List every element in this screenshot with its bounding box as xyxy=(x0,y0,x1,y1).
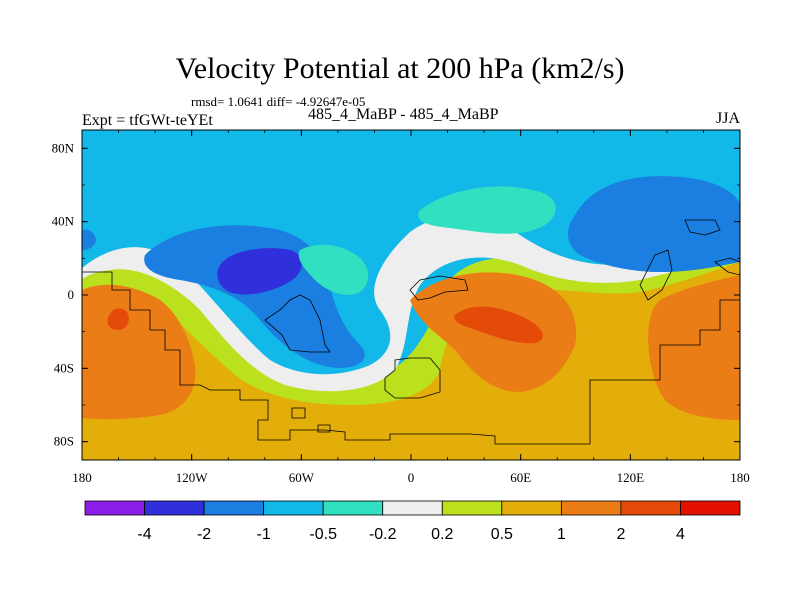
coastline-africa xyxy=(384,357,441,399)
coastline-south-america xyxy=(82,271,740,445)
weak-negative-band xyxy=(418,186,556,234)
negative-region-west-edge xyxy=(82,229,96,250)
colorbar-label: -0.2 xyxy=(369,526,397,543)
y-tick-label: 80S xyxy=(54,434,74,449)
chart-title: Velocity Potential at 200 hPa (km2/s) xyxy=(175,52,625,85)
strong-positive-east-pacific xyxy=(648,275,740,420)
colorbar-label: 1 xyxy=(557,526,566,543)
y-tick-label: 40N xyxy=(52,214,75,229)
colorbar-label: 0.2 xyxy=(431,526,453,543)
colorbar-swatch xyxy=(382,500,443,516)
coastline-north-pacific xyxy=(684,219,721,236)
colorbar: -4 -2 -1 -0.5 -0.2 0.2 0.5 1 2 4 xyxy=(84,500,741,543)
max-positive-core xyxy=(454,306,543,344)
coastline-east-asia xyxy=(714,257,740,276)
min-negative-core xyxy=(217,248,302,295)
x-tick-label: 180 xyxy=(72,470,92,485)
colorbar-label: -4 xyxy=(137,526,151,543)
x-axis: 180 120W 60W 0 60E 120E 180 xyxy=(72,130,750,485)
neutral-band xyxy=(82,215,740,392)
coastline-americas xyxy=(264,294,331,353)
colorbar-swatch xyxy=(680,500,741,516)
coastline-asia xyxy=(639,249,673,301)
colorbar-swatch xyxy=(501,500,562,516)
y-tick-label: 80N xyxy=(52,140,75,155)
colorbar-label: 0.5 xyxy=(491,526,513,543)
colorbar-swatch xyxy=(144,500,205,516)
colorbar-label: -2 xyxy=(197,526,211,543)
stats-label: rmsd= 1.0641 diff= -4.92647e-05 xyxy=(191,94,366,109)
colorbar-label: 4 xyxy=(676,526,685,543)
contour-field xyxy=(82,130,740,460)
y-axis: 80N 40N 0 40S 80S xyxy=(52,140,740,449)
x-tick-label: 60W xyxy=(289,470,315,485)
coastline-island xyxy=(291,407,306,419)
colorbar-swatch xyxy=(441,500,503,516)
max-positive-west xyxy=(107,308,129,330)
negative-region-pacific xyxy=(568,176,740,272)
colorbar-label: -1 xyxy=(257,526,271,543)
x-tick-label: 0 xyxy=(408,470,415,485)
case-label: 485_4_MaBP - 485_4_MaBP xyxy=(308,106,499,123)
colorbar-label: 2 xyxy=(616,526,625,543)
y-tick-label: 40S xyxy=(54,360,74,375)
colorbar-swatch xyxy=(560,500,622,516)
colorbar-swatch xyxy=(84,500,145,516)
x-tick-label: 120W xyxy=(176,470,209,485)
colorbar-label: -0.5 xyxy=(309,526,337,543)
x-tick-label: 120E xyxy=(617,470,645,485)
x-tick-label: 60E xyxy=(510,470,531,485)
colorbar-swatch xyxy=(263,500,324,516)
coastline-eurasia xyxy=(409,275,469,301)
colorbar-swatch xyxy=(203,500,265,516)
colorbar-swatch xyxy=(620,500,681,516)
season-label: JJA xyxy=(715,110,740,127)
weak-negative-band-east xyxy=(298,244,369,295)
y-tick-label: 0 xyxy=(68,287,75,302)
coastline xyxy=(82,219,740,445)
experiment-label: Expt = tfGWt-teYEt xyxy=(82,112,213,129)
coastline-antarctica-west xyxy=(317,424,331,433)
transition-band xyxy=(82,252,740,405)
x-tick-label: 180 xyxy=(730,470,750,485)
positive-region xyxy=(82,258,740,460)
colorbar-swatch xyxy=(322,500,384,516)
